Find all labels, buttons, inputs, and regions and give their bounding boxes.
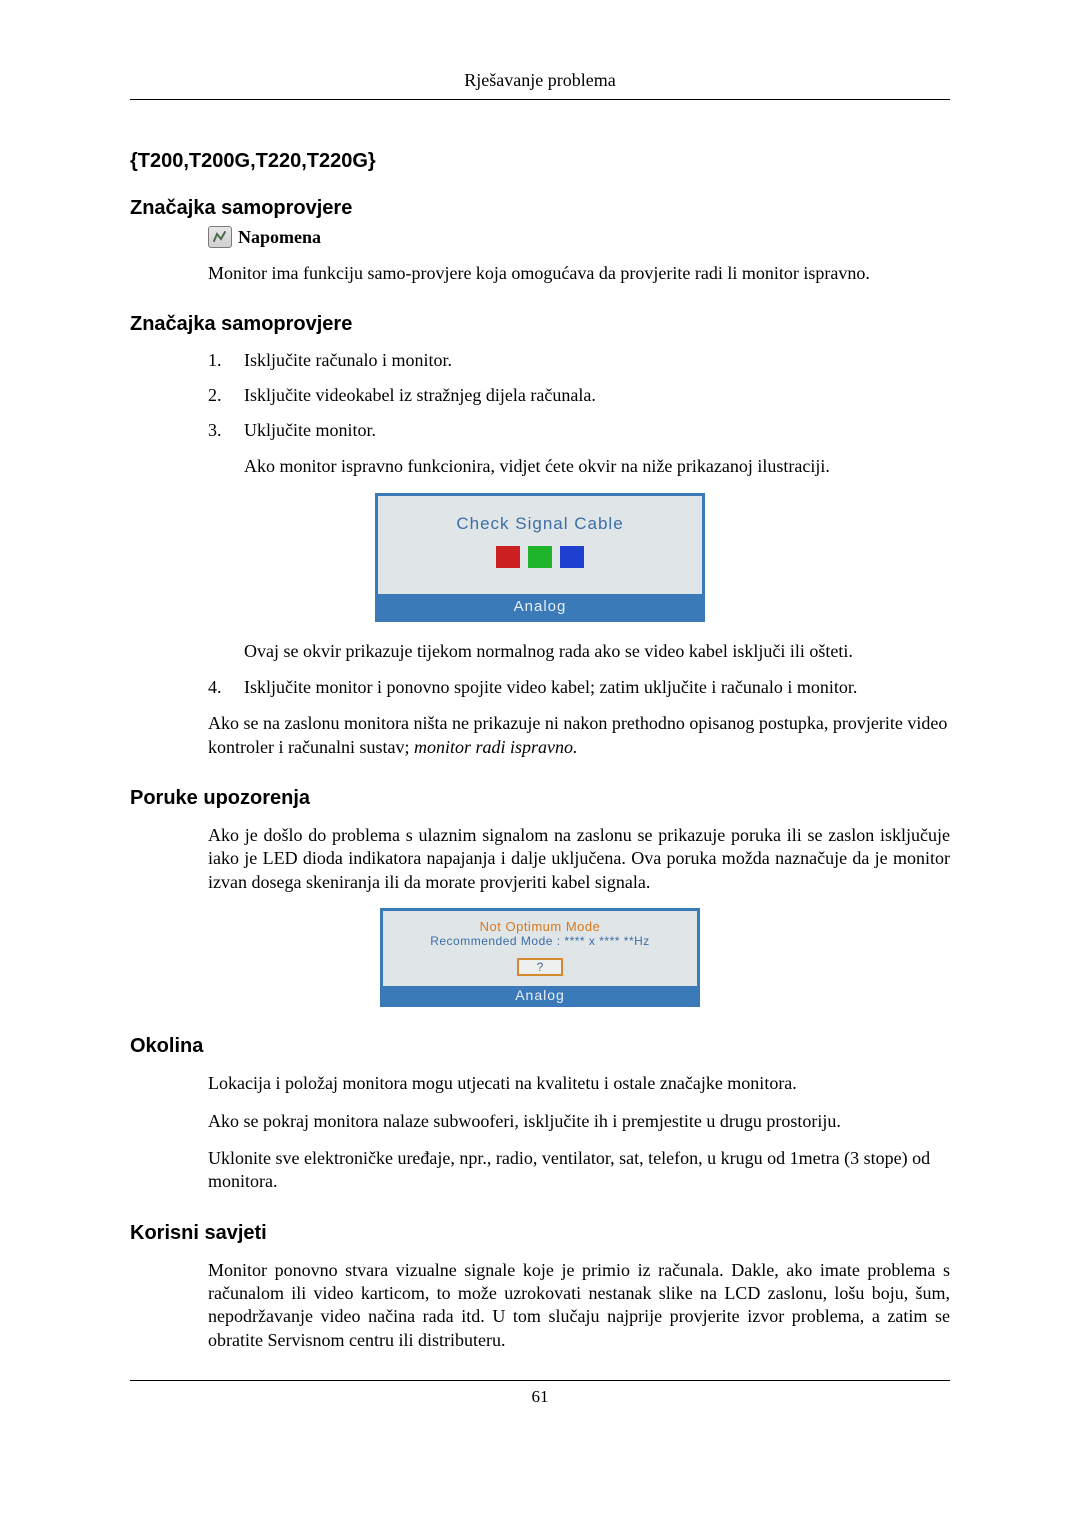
step-text: Isključite videokabel iz stražnjeg dijel…: [244, 385, 950, 406]
osd1-square-red: [496, 546, 520, 568]
section5-text: Monitor ponovno stvara vizualne signale …: [208, 1259, 950, 1353]
osd1-square-blue: [560, 546, 584, 568]
section2-closing: Ako se na zaslonu monitora ništa ne prik…: [208, 712, 950, 759]
page-number: 61: [130, 1387, 950, 1407]
osd2-line2: Recommended Mode : **** x **** **Hz: [391, 934, 689, 948]
section4-heading: Okolina: [130, 1035, 950, 1058]
osd1-square-green: [528, 546, 552, 568]
note-row: Napomena: [208, 226, 950, 248]
note-label: Napomena: [238, 227, 321, 248]
step-text: Isključite monitor i ponovno spojite vid…: [244, 677, 950, 698]
osd1-dialog: Check Signal Cable Analog: [375, 493, 705, 622]
section4-p1: Lokacija i položaj monitora mogu utjecat…: [208, 1072, 950, 1095]
section4-p2: Ako se pokraj monitora nalaze subwooferi…: [208, 1110, 950, 1133]
footer-rule: [130, 1380, 950, 1381]
step-num: 2.: [208, 385, 244, 406]
osd2-footer: Analog: [383, 986, 697, 1004]
section4-p3: Uklonite sve elektroničke uređaje, npr.,…: [208, 1147, 950, 1194]
section5-heading: Korisni savjeti: [130, 1222, 950, 1245]
steps-list: 1.Isključite računalo i monitor. 2.Isklj…: [208, 350, 950, 441]
step-num: 1.: [208, 350, 244, 371]
step-1: 1.Isključite računalo i monitor.: [208, 350, 950, 371]
header-rule: [130, 99, 950, 100]
steps-list-4: 4.Isključite monitor i ponovno spojite v…: [208, 677, 950, 698]
main-heading: {T200,T200G,T220,T220G}: [130, 150, 950, 173]
section2-heading: Značajka samoprovjere: [130, 313, 950, 336]
page-header-title: Rješavanje problema: [130, 70, 950, 91]
after-osd1-text: Ovaj se okvir prikazuje tijekom normalno…: [244, 640, 950, 663]
closing-pre: Ako se na zaslonu monitora ništa ne prik…: [208, 713, 947, 756]
osd1-color-squares: [388, 546, 692, 568]
osd2-line1: Not Optimum Mode: [391, 919, 689, 934]
section1-intro: Monitor ima funkciju samo-provjere koja …: [208, 262, 950, 285]
section3-heading: Poruke upozorenja: [130, 787, 950, 810]
note-icon: [208, 226, 232, 248]
osd2-button: ?: [517, 958, 564, 976]
step-text: Uključite monitor.: [244, 420, 950, 441]
section1-heading: Značajka samoprovjere: [130, 197, 950, 220]
step-num: 3.: [208, 420, 244, 441]
section3-text: Ako je došlo do problema s ulaznim signa…: [208, 824, 950, 894]
step-num: 4.: [208, 677, 244, 698]
step-2: 2.Isključite videokabel iz stražnjeg dij…: [208, 385, 950, 406]
step-text: Isključite računalo i monitor.: [244, 350, 950, 371]
osd1-footer: Analog: [378, 594, 702, 619]
step-4: 4.Isključite monitor i ponovno spojite v…: [208, 677, 950, 698]
osd1-title: Check Signal Cable: [388, 514, 692, 534]
after-step3-text: Ako monitor ispravno funkcionira, vidjet…: [244, 455, 950, 478]
osd2-dialog: Not Optimum Mode Recommended Mode : ****…: [380, 908, 700, 1007]
closing-italic: monitor radi ispravno.: [414, 737, 578, 757]
step-3: 3.Uključite monitor.: [208, 420, 950, 441]
